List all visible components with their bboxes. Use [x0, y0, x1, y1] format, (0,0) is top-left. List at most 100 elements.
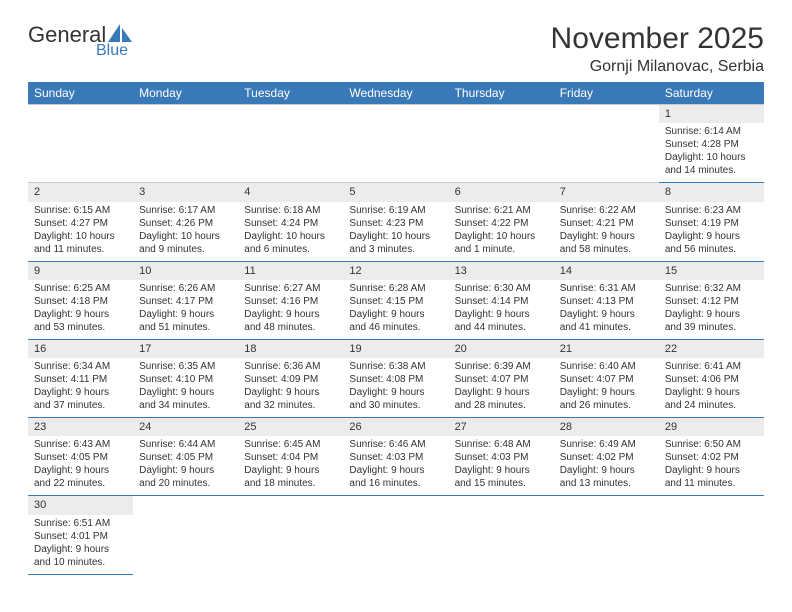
day-cell: 10Sunrise: 6:26 AMSunset: 4:17 PMDayligh…	[133, 261, 238, 339]
week-row: 9Sunrise: 6:25 AMSunset: 4:18 PMDaylight…	[28, 261, 764, 339]
day-cell	[554, 105, 659, 183]
month-title: November 2025	[551, 22, 764, 56]
sunrise-text: Sunrise: 6:50 AM	[665, 438, 758, 451]
day-number: 2	[28, 183, 133, 201]
daylight-text: Daylight: 9 hours	[34, 464, 127, 477]
day-cell: 16 Sunrise: 6:34 AMSunset: 4:11 PMDayligh…	[28, 339, 133, 417]
daylight-text: and 51 minutes.	[139, 321, 232, 334]
daylight-text: Daylight: 9 hours	[560, 464, 653, 477]
daylight-text: Daylight: 10 hours	[244, 230, 337, 243]
sunset-text: Sunset: 4:09 PM	[244, 373, 337, 386]
daylight-text: and 32 minutes.	[244, 399, 337, 412]
day-cell: 18Sunrise: 6:36 AMSunset: 4:09 PMDayligh…	[238, 339, 343, 417]
daylight-text: Daylight: 10 hours	[349, 230, 442, 243]
sunrise-text: Sunrise: 6:30 AM	[455, 282, 548, 295]
day-number: 15	[659, 262, 764, 280]
day-cell	[343, 105, 448, 183]
day-number: 6	[449, 183, 554, 201]
daylight-text: and 34 minutes.	[139, 399, 232, 412]
day-cell: 5Sunrise: 6:19 AMSunset: 4:23 PMDaylight…	[343, 183, 448, 261]
day-cell: 29Sunrise: 6:50 AMSunset: 4:02 PMDayligh…	[659, 418, 764, 496]
daylight-text: and 37 minutes.	[34, 399, 127, 412]
day-cell: 26Sunrise: 6:46 AMSunset: 4:03 PMDayligh…	[343, 418, 448, 496]
daylight-text: and 14 minutes.	[665, 164, 758, 177]
daylight-text: Daylight: 10 hours	[665, 151, 758, 164]
day-cell	[449, 496, 554, 574]
day-cell: 23Sunrise: 6:43 AMSunset: 4:05 PMDayligh…	[28, 418, 133, 496]
daylight-text: Daylight: 9 hours	[34, 543, 127, 556]
day-cell: 25Sunrise: 6:45 AMSunset: 4:04 PMDayligh…	[238, 418, 343, 496]
day-cell: 14Sunrise: 6:31 AMSunset: 4:13 PMDayligh…	[554, 261, 659, 339]
day-cell: 30Sunrise: 6:51 AMSunset: 4:01 PMDayligh…	[28, 496, 133, 574]
day-cell	[449, 105, 554, 183]
sunset-text: Sunset: 4:07 PM	[455, 373, 548, 386]
daylight-text: and 20 minutes.	[139, 477, 232, 490]
daylight-text: Daylight: 9 hours	[34, 386, 127, 399]
daylight-text: Daylight: 10 hours	[455, 230, 548, 243]
day-cell	[343, 496, 448, 574]
day-number: 14	[554, 262, 659, 280]
day-number: 25	[238, 418, 343, 436]
daylight-text: and 53 minutes.	[34, 321, 127, 334]
day-header: Friday	[554, 82, 659, 105]
day-header: Monday	[133, 82, 238, 105]
day-number: 9	[28, 262, 133, 280]
week-row: 23Sunrise: 6:43 AMSunset: 4:05 PMDayligh…	[28, 418, 764, 496]
daylight-text: Daylight: 9 hours	[349, 308, 442, 321]
daylight-text: and 56 minutes.	[665, 243, 758, 256]
sunset-text: Sunset: 4:08 PM	[349, 373, 442, 386]
daylight-text: Daylight: 9 hours	[34, 308, 127, 321]
day-cell	[659, 496, 764, 574]
daylight-text: Daylight: 9 hours	[139, 464, 232, 477]
logo: General Blue	[28, 22, 134, 48]
daylight-text: and 30 minutes.	[349, 399, 442, 412]
sunset-text: Sunset: 4:14 PM	[455, 295, 548, 308]
sunset-text: Sunset: 4:12 PM	[665, 295, 758, 308]
day-cell	[554, 496, 659, 574]
daylight-text: and 11 minutes.	[665, 477, 758, 490]
daylight-text: and 18 minutes.	[244, 477, 337, 490]
daylight-text: and 28 minutes.	[455, 399, 548, 412]
sunrise-text: Sunrise: 6:34 AM	[34, 360, 127, 373]
sunset-text: Sunset: 4:18 PM	[34, 295, 127, 308]
week-row: 1Sunrise: 6:14 AMSunset: 4:28 PMDaylight…	[28, 105, 764, 183]
sunset-text: Sunset: 4:28 PM	[665, 138, 758, 151]
week-row: 30Sunrise: 6:51 AMSunset: 4:01 PMDayligh…	[28, 496, 764, 574]
daylight-text: Daylight: 9 hours	[244, 386, 337, 399]
day-header: Tuesday	[238, 82, 343, 105]
day-number: 3	[133, 183, 238, 201]
sunrise-text: Sunrise: 6:48 AM	[455, 438, 548, 451]
sunset-text: Sunset: 4:26 PM	[139, 217, 232, 230]
daylight-text: Daylight: 9 hours	[349, 464, 442, 477]
sunset-text: Sunset: 4:03 PM	[455, 451, 548, 464]
day-cell: 9Sunrise: 6:25 AMSunset: 4:18 PMDaylight…	[28, 261, 133, 339]
daylight-text: and 6 minutes.	[244, 243, 337, 256]
day-number: 28	[554, 418, 659, 436]
daylight-text: and 24 minutes.	[665, 399, 758, 412]
day-cell: 13 Sunrise: 6:30 AMSunset: 4:14 PMDayligh…	[449, 261, 554, 339]
daylight-text: Daylight: 9 hours	[560, 308, 653, 321]
daylight-text: and 41 minutes.	[560, 321, 653, 334]
day-cell: 2Sunrise: 6:15 AMSunset: 4:27 PMDaylight…	[28, 183, 133, 261]
daylight-text: and 3 minutes.	[349, 243, 442, 256]
sunrise-text: Sunrise: 6:46 AM	[349, 438, 442, 451]
sunset-text: Sunset: 4:13 PM	[560, 295, 653, 308]
day-number: 4	[238, 183, 343, 201]
daylight-text: Daylight: 9 hours	[455, 308, 548, 321]
daylight-text: and 16 minutes.	[349, 477, 442, 490]
sunset-text: Sunset: 4:11 PM	[34, 373, 127, 386]
sunrise-text: Sunrise: 6:40 AM	[560, 360, 653, 373]
day-number: 30	[28, 496, 133, 514]
sunrise-text: Sunrise: 6:43 AM	[34, 438, 127, 451]
daylight-text: Daylight: 9 hours	[139, 386, 232, 399]
day-number: 16	[28, 340, 133, 358]
daylight-text: and 22 minutes.	[34, 477, 127, 490]
sunset-text: Sunset: 4:15 PM	[349, 295, 442, 308]
sunset-text: Sunset: 4:01 PM	[34, 530, 127, 543]
day-number: 17	[133, 340, 238, 358]
sunset-text: Sunset: 4:07 PM	[560, 373, 653, 386]
daylight-text: Daylight: 9 hours	[244, 308, 337, 321]
day-cell: 11Sunrise: 6:27 AMSunset: 4:16 PMDayligh…	[238, 261, 343, 339]
day-number: 13	[449, 262, 554, 280]
daylight-text: and 46 minutes.	[349, 321, 442, 334]
